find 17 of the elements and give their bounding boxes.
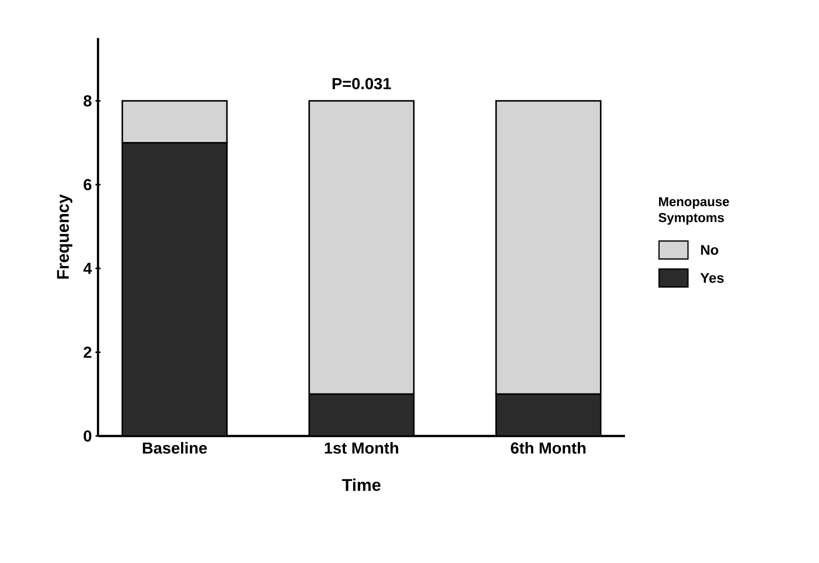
annotation: P=0.031 <box>332 78 391 90</box>
y-tick-label: 4 <box>83 262 92 274</box>
legend-label: Yes <box>700 273 724 283</box>
legend-title: Menopause Symptoms <box>658 197 730 225</box>
x-tick-label: 1st Month <box>324 442 398 454</box>
bar <box>495 393 602 436</box>
x-tick-label: Baseline <box>142 442 207 454</box>
bar <box>308 393 415 436</box>
legend-label: No <box>701 245 718 255</box>
x-axis-title: Time <box>342 478 381 491</box>
y-tick-label: 8 <box>84 95 92 106</box>
x-tick-label: 6th Month <box>510 442 586 454</box>
y-tick-label: 2 <box>84 346 92 358</box>
y-tick-label: 6 <box>84 178 92 190</box>
y-tick-label: 0 <box>84 430 92 442</box>
bar <box>122 142 228 436</box>
y-axis-title: Frequency <box>57 194 72 279</box>
